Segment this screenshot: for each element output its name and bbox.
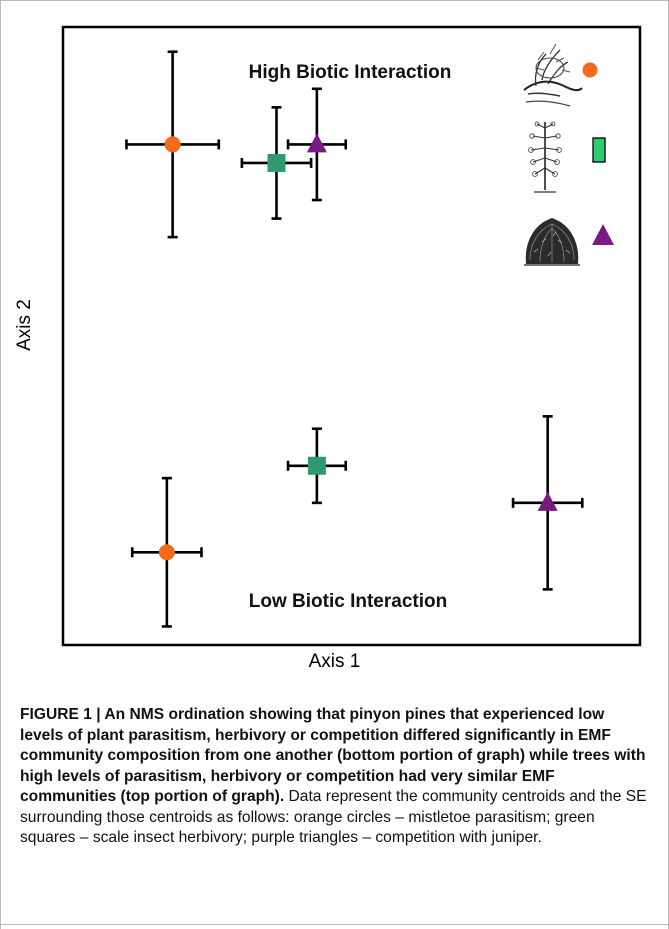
triangle-point-low [511,415,584,591]
nms-ordination-plot: High Biotic Interaction Low Biotic Inter… [61,25,642,647]
x-axis-label: Axis 1 [308,651,361,672]
square-point-low [286,427,348,505]
legend-marker-circle [582,62,598,78]
circle-marker [164,136,181,153]
mistletoe-icon [523,43,583,107]
circle-point-low [130,476,203,628]
legend-marker-triangle [592,224,614,245]
figure-caption: FIGURE 1 | An NMS ordination showing tha… [20,705,650,849]
y-axis-label: Axis 2 [14,299,35,351]
data-marks [125,50,584,628]
annotation-low-biotic: Low Biotic Interaction [249,591,447,612]
legend-marker-square [592,137,606,163]
circle-marker [158,544,175,561]
triangle-marker [306,133,327,153]
circle-point-high [125,50,221,239]
legend [523,43,614,266]
caption-bottom-rule [0,924,669,925]
square-point-high [240,106,313,220]
caption-body-text: Data represent the community centroids a… [20,788,647,846]
triangle-point-high [286,87,348,202]
annotation-high-biotic: High Biotic Interaction [249,62,452,83]
plot-area-border [61,25,642,647]
juniper-shrub-icon [524,218,580,266]
caption-bold-text: FIGURE 1 | An NMS ordination showing tha… [20,706,646,805]
scale-insect-pine-icon [528,121,562,193]
square-marker [267,153,286,172]
triangle-marker [537,491,558,511]
square-marker [307,456,326,475]
